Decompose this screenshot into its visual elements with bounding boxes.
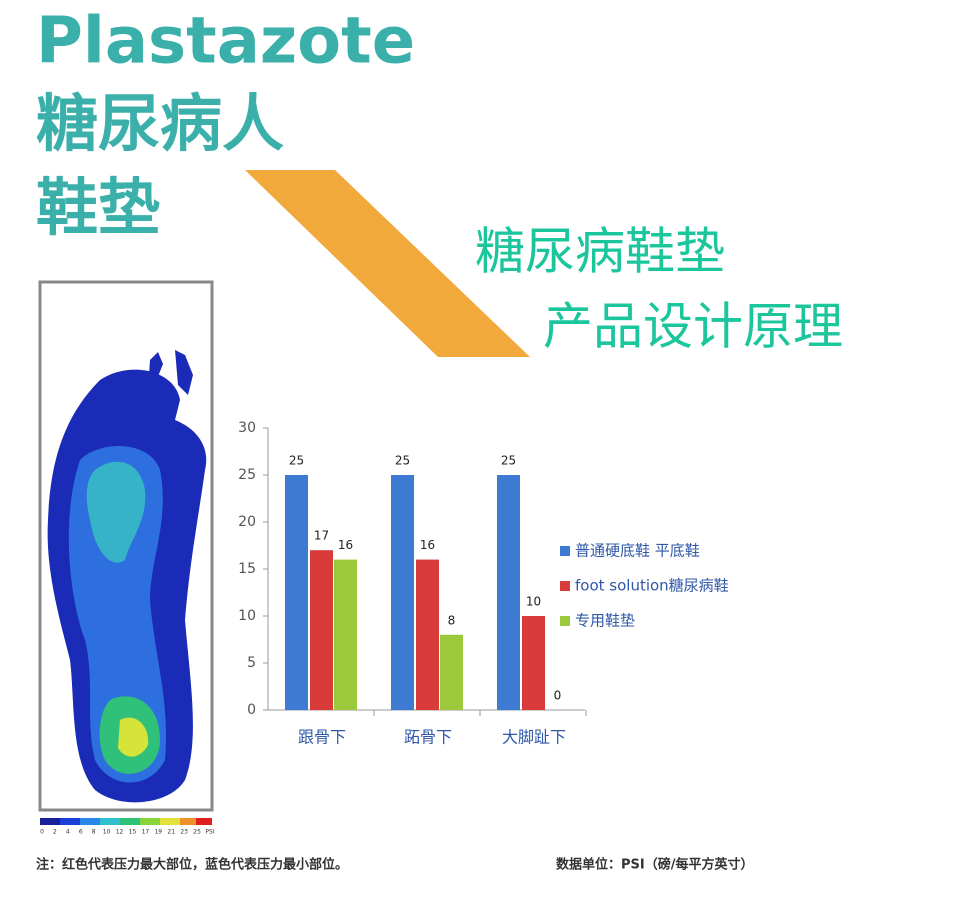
- y-tick-label: 10: [238, 608, 256, 624]
- scale-label: 17: [142, 829, 150, 836]
- color-scale: [40, 818, 212, 825]
- legend-swatch: [560, 581, 570, 591]
- data-label: 16: [420, 538, 435, 552]
- title-line: 糖尿病人: [36, 87, 284, 160]
- legend-label: 普通硬底鞋 平底鞋: [575, 542, 700, 560]
- data-label: 0: [554, 689, 562, 703]
- orange-band: [245, 170, 530, 357]
- note: 注：红色代表压力最大部位，蓝色代表压力最小部位。: [36, 857, 348, 873]
- scale-label: 21: [167, 829, 175, 836]
- scale-label: 23: [180, 829, 188, 836]
- y-tick-label: 0: [247, 702, 256, 718]
- scale-label: 19: [154, 829, 162, 836]
- scale-label: PSI: [205, 829, 214, 836]
- bar: [334, 559, 357, 710]
- bar: [416, 559, 439, 710]
- scale-label: 12: [116, 829, 124, 836]
- x-tick-label: 大脚趾下: [502, 728, 566, 747]
- legend-swatch: [560, 616, 570, 626]
- subtitle: 产品设计原理: [543, 298, 843, 356]
- bar: [285, 475, 308, 710]
- scale-label: 0: [40, 829, 44, 836]
- data-label: 25: [395, 454, 410, 468]
- foot-heatmap: [47, 350, 207, 803]
- bar: [310, 550, 333, 710]
- y-tick-label: 20: [238, 514, 256, 530]
- scale-label: 25: [193, 829, 201, 836]
- data-label: 25: [289, 454, 304, 468]
- bar: [440, 634, 463, 710]
- data-label: 10: [526, 595, 541, 609]
- bar: [497, 475, 520, 710]
- data-label: 25: [501, 454, 516, 468]
- y-tick-label: 5: [247, 655, 256, 671]
- scale-label: 4: [66, 829, 70, 836]
- bar: [391, 475, 414, 710]
- x-tick-label: 跟骨下: [298, 728, 346, 747]
- y-tick-label: 15: [238, 561, 256, 577]
- note: 数据单位：PSI（磅/每平方英寸）: [556, 857, 753, 873]
- y-tick-label: 25: [238, 467, 256, 483]
- x-tick-label: 跖骨下: [404, 728, 452, 747]
- legend-swatch: [560, 546, 570, 556]
- data-label: 8: [448, 613, 456, 627]
- subtitle: 糖尿病鞋垫: [475, 223, 725, 281]
- scale-label: 8: [92, 829, 96, 836]
- title-line: 鞋垫: [36, 171, 160, 244]
- scale-label: 2: [53, 829, 57, 836]
- legend-label: 专用鞋垫: [575, 612, 635, 630]
- scale-label: 6: [79, 829, 83, 836]
- legend-label: foot solution糖尿病鞋: [575, 577, 729, 595]
- data-label: 17: [314, 529, 329, 543]
- scale-label: 10: [103, 829, 111, 836]
- y-tick-label: 30: [238, 420, 256, 436]
- data-label: 16: [338, 538, 353, 552]
- scale-label: 15: [129, 829, 137, 836]
- bar: [522, 616, 545, 710]
- title: Plastazote: [36, 5, 415, 79]
